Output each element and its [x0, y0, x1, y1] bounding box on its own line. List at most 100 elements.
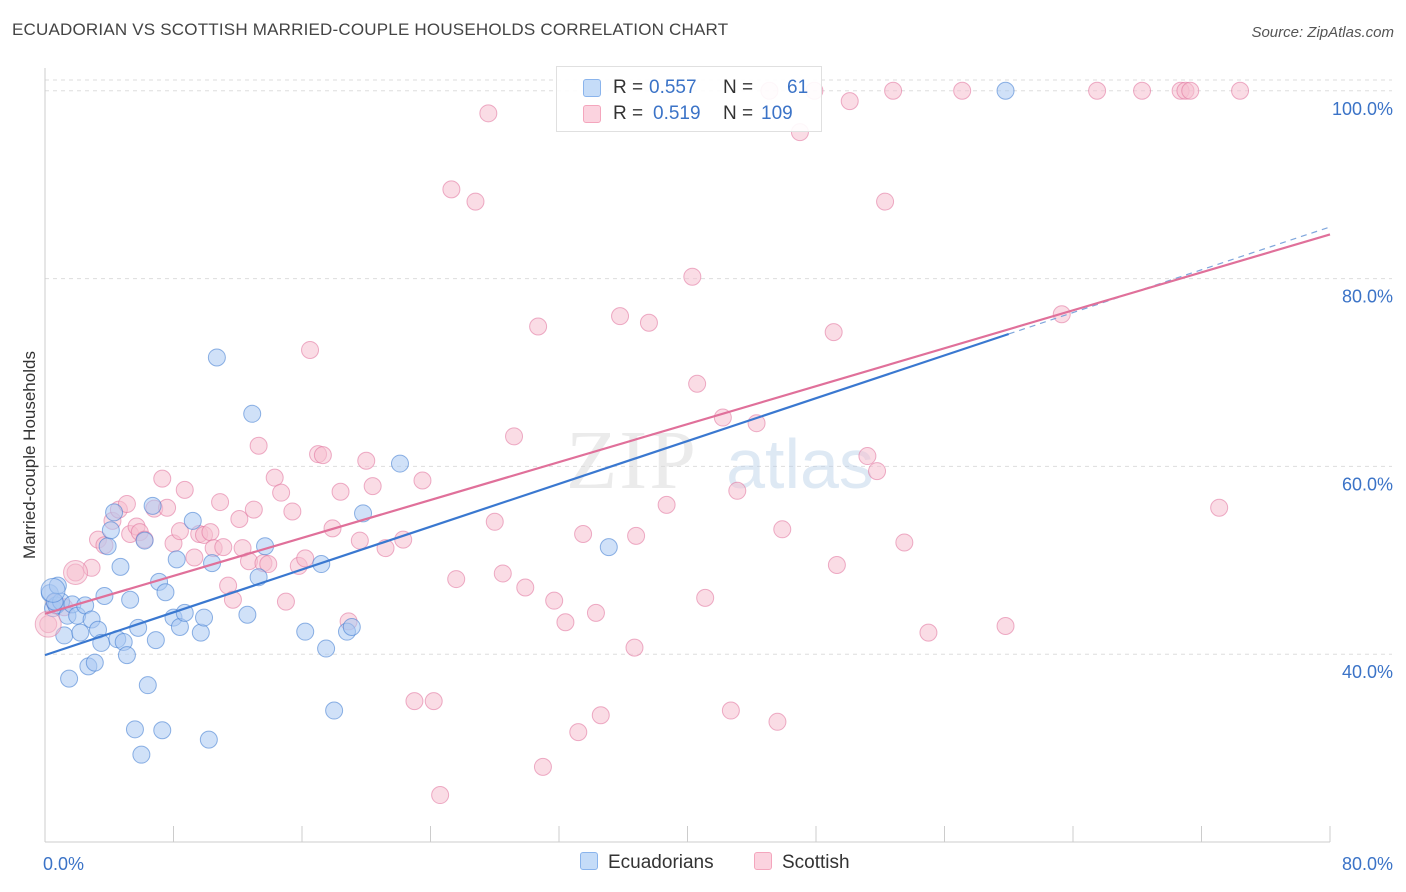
scottish-point	[1133, 81, 1152, 100]
bottom-legend-swatch-scottish	[754, 852, 772, 870]
scottish-point	[953, 81, 972, 100]
ecuadorian-point	[105, 503, 124, 522]
y-tick-label: 60.0%	[1342, 474, 1393, 494]
scottish-trend-line	[44, 233, 1331, 615]
scottish-point	[249, 436, 268, 455]
scottish-point	[868, 462, 887, 481]
scottish-point	[728, 481, 747, 500]
ecuadorian-point	[325, 701, 344, 720]
ecuadorian-point	[167, 550, 186, 569]
scottish-point	[431, 786, 450, 805]
scottish-point	[895, 533, 914, 552]
ecuadorian-point	[207, 348, 226, 367]
scottish-point	[442, 180, 461, 199]
scottish-point	[591, 706, 610, 725]
ecuadorian-trend-extension	[1008, 226, 1331, 335]
scottish-point	[485, 512, 504, 531]
scottish-point	[214, 538, 233, 557]
ecuadorian-point	[71, 623, 90, 642]
scottish-point	[768, 712, 787, 731]
ecuadorian-point	[60, 669, 79, 688]
legend-r-value: 0.519	[653, 103, 701, 124]
ecuadorian-point	[143, 496, 162, 515]
scottish-point	[424, 692, 443, 711]
scottish-point	[175, 480, 194, 499]
scottish-point	[296, 549, 315, 568]
ecuadorian-point	[996, 81, 1015, 100]
scottish-point	[574, 525, 593, 543]
ecuadorian-point	[138, 676, 157, 695]
scottish-point	[627, 526, 646, 545]
scottish-point	[824, 323, 843, 342]
bottom-legend-scottish: Scottish	[754, 852, 850, 874]
scottish-point	[1181, 81, 1200, 100]
scottish-point	[201, 523, 220, 542]
scottish-point	[272, 483, 291, 502]
scottish-point	[683, 267, 702, 286]
scottish-point	[840, 92, 859, 111]
legend-n-label: N =	[723, 103, 754, 124]
scottish-point	[884, 81, 903, 100]
ecuadorian-point	[117, 646, 136, 665]
ecuadorian-point	[183, 511, 202, 530]
scottish-point	[244, 500, 263, 519]
ecuadorian-trend-line	[44, 332, 1010, 657]
scottish-point	[625, 638, 644, 657]
y-axis-label: Married-couple Households	[20, 351, 39, 559]
scottish-point	[259, 555, 278, 574]
legend-swatch-scottish	[583, 105, 601, 123]
scottish-point	[876, 192, 895, 211]
y-tick-label: 80.0%	[1342, 287, 1393, 307]
scottish-point	[170, 522, 189, 541]
scottish-point	[688, 374, 707, 393]
scottish-point	[919, 623, 938, 642]
scottish-point	[639, 313, 658, 332]
scottish-point	[556, 613, 575, 632]
scottish-point	[1088, 81, 1107, 100]
ecuadorian-point	[191, 623, 210, 642]
scottish-point	[223, 590, 242, 609]
ecuadorian-point	[175, 603, 194, 622]
scottish-point	[313, 446, 332, 465]
scottish-point	[211, 493, 230, 512]
legend-n-value: 61	[787, 77, 809, 98]
scottish-point	[117, 494, 136, 513]
ecuadorian-point	[342, 617, 361, 636]
scottish-point	[858, 447, 877, 466]
scottish-point	[696, 588, 715, 607]
ecuadorian-point	[296, 622, 315, 641]
ecuadorian-point	[243, 404, 262, 423]
bottom-legend-label: Scottish	[782, 852, 850, 873]
scottish-point	[1210, 498, 1229, 517]
scottish-point	[405, 692, 424, 711]
bottom-legend-label: Ecuadorians	[608, 852, 714, 873]
scottish-point	[721, 701, 740, 720]
scottish-point	[276, 592, 295, 611]
scottish-point	[185, 548, 204, 567]
x-tick-label: 0.0%	[43, 854, 84, 874]
scottish-point	[657, 495, 676, 514]
scottish-point	[357, 451, 376, 470]
y-tick-label: 100.0%	[1332, 99, 1393, 119]
correlation-legend: R = 0.557 N = 61 R = 0.519 N = 109	[556, 66, 822, 132]
watermark-atlas: atlas	[726, 425, 874, 503]
scottish-point	[153, 469, 172, 488]
ecuadorian-point	[599, 538, 618, 557]
ecuadorian-point	[125, 720, 144, 739]
scottish-point	[283, 502, 302, 521]
scottish-point	[363, 477, 382, 496]
ecuadorian-point	[111, 557, 130, 576]
scottish-point	[63, 560, 89, 585]
ecuadorian-point	[390, 454, 409, 473]
scottish-point	[996, 617, 1015, 636]
scottish-point	[493, 564, 512, 583]
scottish-point	[350, 531, 369, 550]
ecuadorian-point	[98, 537, 117, 556]
legend-r-value: 0.557	[649, 77, 697, 98]
legend-r-label: R =	[613, 77, 644, 98]
scottish-point	[230, 509, 249, 528]
scottish-point	[34, 610, 62, 638]
source-label: Source: ZipAtlas.com	[1251, 24, 1394, 41]
ecuadorian-point	[85, 653, 104, 672]
bottom-legend-ecuadorians: Ecuadorians	[580, 852, 714, 874]
